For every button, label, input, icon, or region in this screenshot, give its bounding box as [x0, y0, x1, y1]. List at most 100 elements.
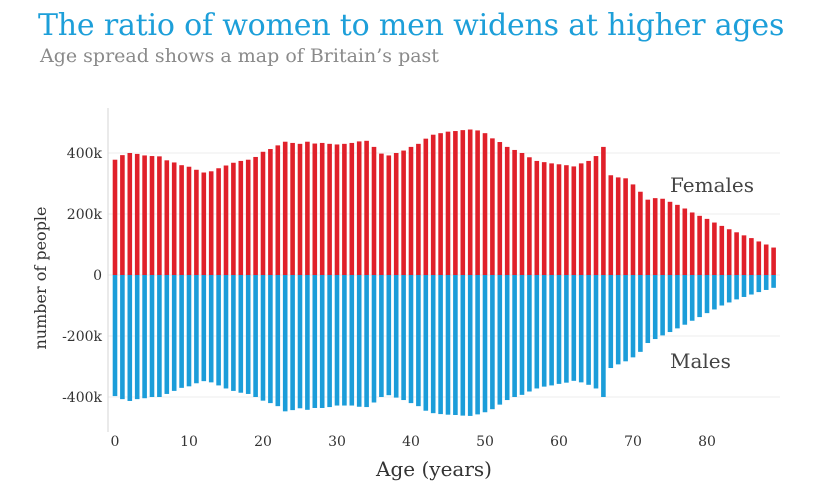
x-tick-label: 40 — [402, 434, 420, 450]
females-bar — [120, 155, 125, 275]
females-bar — [282, 141, 288, 275]
males-bar — [386, 275, 392, 396]
females-bar — [194, 169, 199, 275]
males-bar — [371, 275, 377, 403]
males-bar — [697, 275, 702, 318]
females-bar — [334, 144, 340, 275]
males-bar — [423, 275, 429, 411]
x-tick-label: 20 — [254, 434, 272, 450]
females-bar — [253, 156, 258, 275]
males-bar — [171, 275, 177, 391]
females-bar — [763, 244, 769, 275]
chart-subtitle: Age spread shows a map of Britain’s past — [40, 45, 439, 67]
males-bar — [475, 275, 480, 415]
males-bar — [319, 275, 325, 408]
males-bar — [438, 275, 443, 415]
males-bar — [127, 275, 133, 401]
males-bar — [608, 275, 614, 369]
males-bar — [416, 275, 421, 407]
females-bar — [578, 163, 584, 275]
females-bar — [290, 142, 295, 275]
chart-title: The ratio of women to men widens at high… — [38, 8, 785, 43]
males-bar — [194, 275, 199, 384]
females-bar — [534, 160, 540, 275]
females-bar — [623, 178, 628, 275]
males-bar — [719, 275, 725, 306]
females-bar — [504, 146, 510, 275]
x-tick-label: 60 — [550, 434, 568, 450]
females-bar — [208, 171, 214, 275]
males-bar — [120, 275, 125, 400]
females-bar — [660, 198, 665, 275]
males-bar — [549, 275, 554, 386]
males-bar — [704, 275, 710, 314]
males-bar — [379, 275, 384, 397]
males-bar — [268, 275, 273, 404]
females-bar — [356, 141, 362, 275]
males-bar — [660, 275, 665, 336]
males-bar — [297, 275, 303, 409]
females-bar — [645, 199, 651, 275]
y-tick-label: 200k — [67, 207, 103, 223]
males-bar — [756, 275, 762, 293]
females-bar — [349, 142, 355, 275]
males-bar — [615, 275, 621, 365]
males-bar — [712, 275, 717, 310]
females-bar — [171, 162, 177, 275]
females-bar — [512, 149, 517, 275]
females-bar — [216, 168, 221, 275]
males-bar — [312, 275, 318, 408]
males-bar — [453, 275, 458, 415]
males-bar — [586, 275, 591, 385]
males-bar — [290, 275, 295, 411]
females-bar — [741, 235, 747, 275]
males-bar — [401, 275, 406, 401]
x-tick-label: 70 — [624, 434, 642, 450]
females-bar — [245, 159, 251, 275]
females-bar — [608, 175, 614, 275]
females-bar — [223, 165, 229, 275]
females-bar — [719, 225, 725, 275]
males-bar — [186, 275, 192, 387]
females-bar — [231, 162, 236, 275]
females-bar — [549, 163, 554, 275]
females-bar — [482, 133, 488, 275]
males-bar — [342, 275, 347, 406]
males-bar — [231, 275, 236, 391]
females-bar — [260, 151, 266, 275]
males-bar — [734, 275, 739, 300]
females-bar — [667, 201, 673, 275]
males-bar — [201, 275, 207, 382]
females-bar — [149, 156, 155, 275]
females-bar — [134, 153, 140, 275]
x-axis-label: Age (years) — [375, 457, 492, 481]
females-bar — [593, 156, 599, 275]
females-bar — [756, 241, 762, 275]
females-bar — [490, 138, 495, 275]
y-tick-label: -200k — [62, 329, 102, 345]
males-bar — [208, 275, 214, 383]
females-bar — [342, 143, 347, 275]
males-bar — [623, 275, 628, 362]
females-bar — [393, 153, 399, 275]
males-bar — [305, 275, 310, 410]
females-bar — [201, 172, 207, 275]
males-bar — [408, 275, 414, 404]
females-bar — [416, 143, 421, 275]
males-bar — [638, 275, 643, 352]
females-bar — [297, 143, 303, 275]
males-bar — [497, 275, 503, 405]
females-bar — [238, 160, 244, 275]
males-bar — [216, 275, 221, 386]
females-bar — [689, 212, 695, 275]
males-bar — [749, 275, 754, 295]
females-bar — [682, 208, 688, 275]
bars — [112, 129, 776, 416]
females-bar — [564, 165, 569, 275]
males-bar — [349, 275, 355, 406]
females-bar — [453, 131, 458, 275]
females-bar — [771, 247, 776, 275]
males-bar — [490, 275, 495, 410]
males-bar — [334, 275, 340, 406]
